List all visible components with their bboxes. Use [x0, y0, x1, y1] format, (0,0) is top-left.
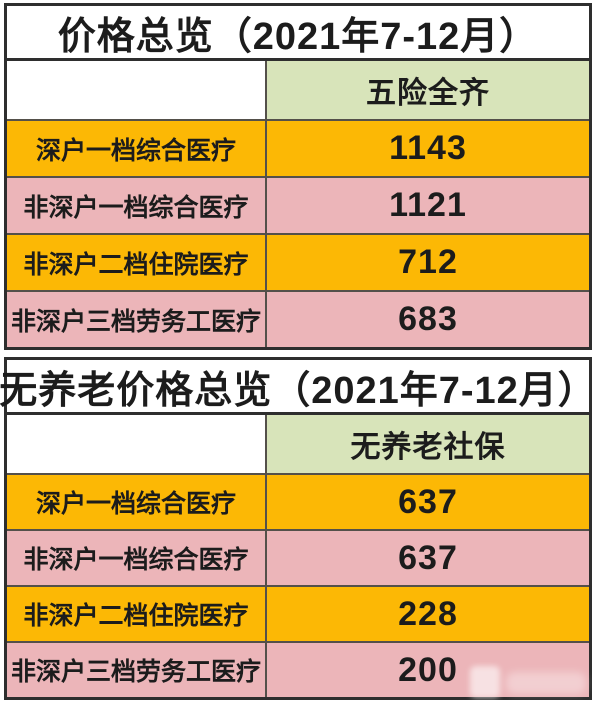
table-title: 价格总览（2021年7-12月）	[7, 6, 589, 61]
price-value-cell: 228	[398, 594, 458, 633]
row-label-cell: 深户一档综合医疗	[7, 475, 267, 529]
price-table-no-pension: 无养老价格总览（2021年7-12月） 无养老社保 深户一档综合医疗 637 非…	[0, 357, 596, 700]
table-header-row: 五险全齐	[7, 61, 589, 119]
table-row: 非深户二档住院医疗 228	[7, 585, 589, 641]
table-row: 非深户三档劳务工医疗 200	[7, 641, 589, 697]
column-header-cell: 无养老社保	[267, 415, 589, 473]
row-label-cell: 非深户三档劳务工医疗	[7, 643, 267, 697]
table-row: 非深户二档住院医疗 712	[7, 233, 589, 290]
table-row: 非深户三档劳务工医疗 683	[7, 290, 589, 347]
column-header-cell: 五险全齐	[267, 61, 589, 119]
price-value-cell: 637	[398, 538, 458, 577]
price-overview-sheet: 价格总览（2021年7-12月） 五险全齐 深户一档综合医疗 1143 非深户一…	[0, 3, 596, 700]
table-row: 非深户一档综合医疗 1121	[7, 176, 589, 233]
price-value-cell: 712	[398, 243, 458, 281]
table-row: 深户一档综合医疗 1143	[7, 119, 589, 176]
price-table-full-insurance: 价格总览（2021年7-12月） 五险全齐 深户一档综合医疗 1143 非深户一…	[4, 3, 592, 350]
price-value-cell: 683	[398, 300, 458, 338]
row-label-cell: 深户一档综合医疗	[7, 121, 267, 176]
row-label-cell: 非深户二档住院医疗	[7, 235, 267, 290]
row-label-cell: 非深户一档综合医疗	[7, 531, 267, 585]
price-value-cell: 1121	[389, 186, 467, 224]
table-row: 非深户一档综合医疗 637	[7, 529, 589, 585]
table-header-row: 无养老社保	[7, 415, 589, 473]
row-label-cell: 非深户三档劳务工医疗	[7, 292, 267, 347]
table-row: 深户一档综合医疗 637	[7, 473, 589, 529]
row-label-cell: 非深户一档综合医疗	[7, 178, 267, 233]
corner-cell	[7, 61, 267, 119]
table-title: 无养老价格总览（2021年7-12月）	[0, 360, 596, 415]
price-value-cell: 200	[398, 650, 458, 689]
price-value-cell: 637	[398, 482, 458, 521]
row-label-cell: 非深户二档住院医疗	[7, 587, 267, 641]
price-value-cell: 1143	[389, 129, 467, 167]
corner-cell	[7, 415, 267, 473]
